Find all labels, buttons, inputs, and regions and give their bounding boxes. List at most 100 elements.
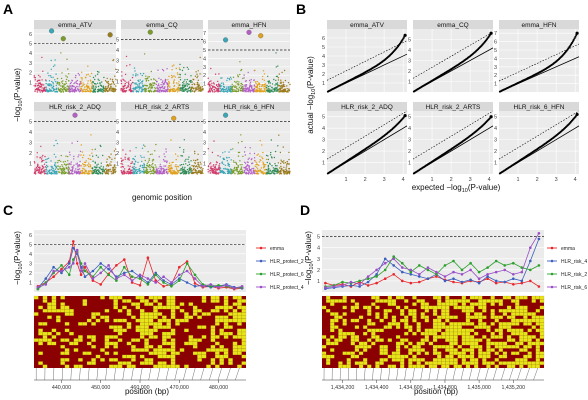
snp-point (96, 164, 98, 166)
heatmap-cell (51, 302, 57, 306)
snp-point (122, 166, 125, 168)
snp-point (173, 85, 176, 87)
snp-point (138, 83, 140, 85)
snp-point (277, 171, 279, 174)
snp-point (177, 76, 180, 79)
heatmap-cell (437, 322, 442, 326)
series-point (443, 279, 447, 283)
panel-c-xlabel: position (bp) (125, 387, 169, 396)
heatmap-cell (135, 338, 141, 342)
snp-point (81, 151, 84, 153)
snp-point (66, 76, 69, 78)
snp-point (55, 156, 57, 158)
y-tick-label: 3 (494, 65, 497, 71)
heatmap-cell (122, 354, 127, 359)
heatmap-cell (219, 328, 224, 333)
snp-point (132, 158, 134, 160)
heatmap-cell (531, 364, 536, 369)
snp-point (68, 87, 71, 89)
heatmap-cell (197, 325, 202, 329)
heatmap-cell (228, 361, 233, 365)
snp-point (80, 154, 82, 156)
series-point (435, 273, 438, 276)
snp-point (180, 155, 182, 157)
heatmap-cell (515, 331, 520, 336)
heatmap-cell (474, 345, 479, 349)
heatmap-cell (162, 325, 167, 329)
series-point (193, 282, 197, 285)
snp-point (242, 89, 245, 91)
snp-point (77, 164, 79, 166)
snp-point (152, 169, 154, 171)
snp-point (143, 87, 146, 90)
facet-title: emma_ATV (58, 22, 92, 29)
snp-point (68, 80, 70, 82)
snp-point (177, 91, 179, 93)
heatmap-cell (515, 351, 520, 355)
heatmap-cell (162, 331, 167, 336)
snp-point (69, 88, 71, 91)
snp-point (72, 173, 74, 175)
snp-point (109, 88, 111, 90)
snp-point (133, 67, 136, 69)
heatmap-cell (170, 331, 176, 336)
snp-point (40, 173, 42, 175)
heatmap-cell (445, 309, 450, 313)
heatmap-cell (387, 302, 392, 306)
heatmap-cell (478, 325, 483, 329)
snp-point (114, 169, 116, 171)
heatmap-cell (148, 302, 154, 306)
snp-point (200, 88, 202, 91)
snp-point (46, 164, 48, 167)
snp-point (288, 151, 290, 154)
snp-point (174, 153, 177, 155)
heatmap-cell (135, 328, 141, 333)
heatmap-cell (527, 345, 532, 349)
snp-point (257, 169, 259, 172)
snp-point (111, 167, 114, 169)
snp-point (89, 79, 92, 81)
snp-point (60, 160, 62, 163)
snp-point (83, 168, 85, 170)
heatmap-cell (367, 309, 372, 313)
heatmap-cell (404, 331, 409, 336)
snp-point (258, 87, 260, 90)
snp-point (221, 85, 223, 87)
snp-point (121, 89, 124, 91)
snp-point (155, 168, 158, 170)
snp-point (76, 162, 79, 164)
snp-point (245, 85, 247, 88)
snp-point (219, 163, 221, 165)
snp-point (138, 89, 140, 91)
heatmap-cell (237, 302, 242, 306)
snp-point (165, 160, 167, 162)
snp-point (36, 156, 38, 158)
heatmap-cell (412, 364, 417, 369)
heatmap-cell (498, 299, 503, 303)
snp-point (226, 86, 228, 88)
snp-point (173, 75, 175, 77)
series-point (418, 264, 421, 267)
heatmap-cell (60, 338, 65, 342)
snp-point (149, 171, 151, 173)
heatmap-cell (148, 345, 154, 349)
snp-point (61, 165, 64, 167)
snp-point (280, 171, 282, 173)
snp-point (285, 169, 287, 171)
snp-point (263, 165, 266, 167)
top-hit-point (171, 115, 177, 121)
snp-point (245, 89, 247, 91)
snp-point (91, 84, 93, 86)
snp-point (150, 78, 152, 81)
snp-point (101, 91, 104, 93)
snp-point (245, 167, 247, 169)
snp-point (82, 154, 85, 156)
snp-point (179, 88, 182, 90)
series-point (349, 280, 353, 284)
heatmap-cell (420, 312, 425, 316)
facet-title: emma_CQ (437, 22, 468, 29)
qq-points (412, 115, 493, 175)
heatmap-cell (527, 341, 532, 346)
heatmap-cell (210, 309, 216, 313)
heatmap-cell (474, 295, 479, 300)
